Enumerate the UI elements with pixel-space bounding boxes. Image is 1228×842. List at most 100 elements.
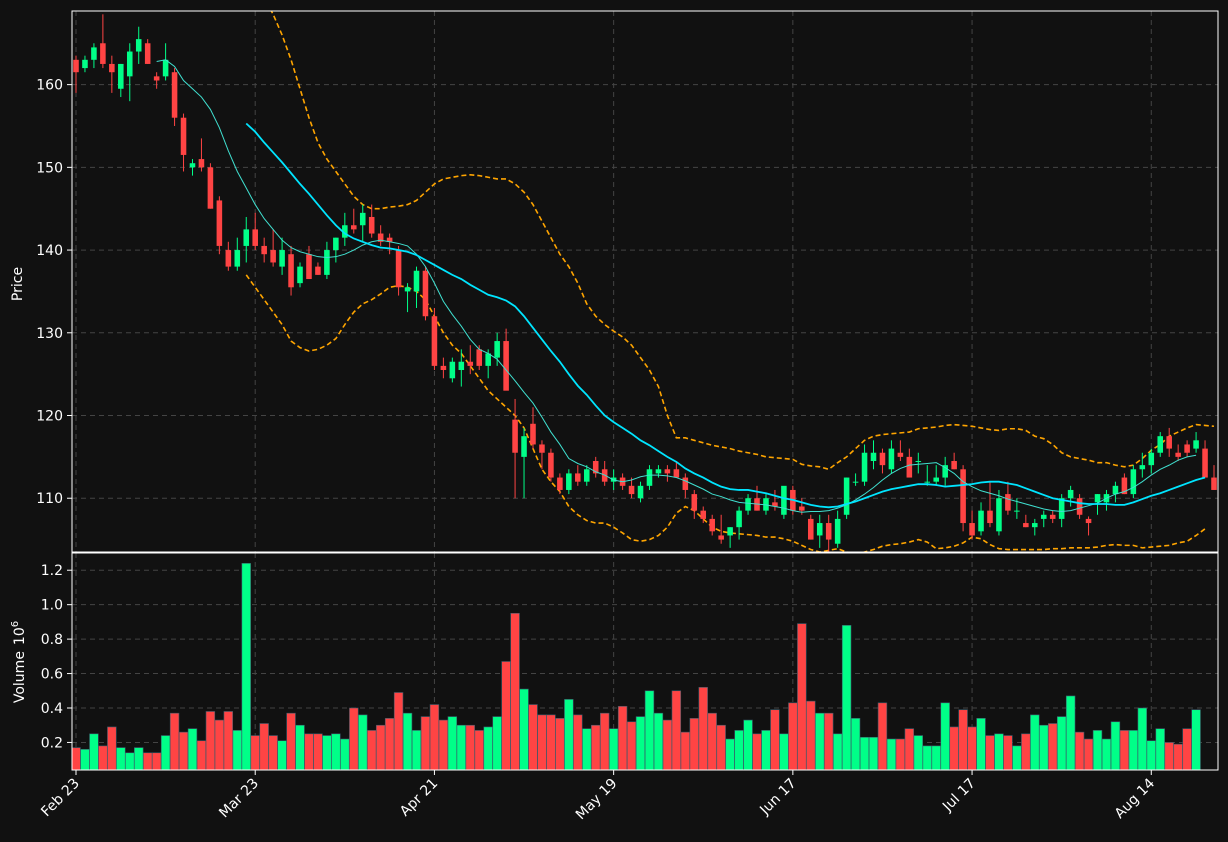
- candle-body: [368, 216, 375, 234]
- volume-tick-label: 0.6: [41, 667, 63, 683]
- candle-body: [736, 510, 742, 528]
- candle-body: [225, 250, 232, 267]
- candle-body: [449, 361, 456, 379]
- volume-bar: [241, 563, 251, 770]
- candle-body: [512, 419, 518, 453]
- candle-body: [879, 452, 886, 466]
- volume-bar: [859, 736, 870, 770]
- candle-body: [270, 250, 276, 263]
- candle-body: [852, 481, 859, 483]
- volume-bar: [116, 747, 126, 770]
- volume-bar: [169, 712, 180, 770]
- volume-bar: [1164, 742, 1174, 770]
- candle-body: [807, 518, 814, 540]
- candle-body: [1184, 444, 1190, 453]
- candle-body: [431, 316, 438, 366]
- candle-body: [548, 452, 554, 478]
- volume-bar: [1173, 743, 1183, 770]
- volume-bar: [806, 700, 816, 770]
- volume-bar: [142, 752, 153, 770]
- volume-bar: [196, 740, 207, 770]
- volume-frame: [71, 552, 1219, 771]
- candle-body: [566, 473, 572, 490]
- volume-tick-label: 1.2: [41, 563, 63, 579]
- volume-bar: [393, 692, 404, 770]
- candle-body: [575, 473, 581, 482]
- volume-bar: [72, 747, 81, 770]
- candle-body: [126, 51, 133, 77]
- volume-bar: [976, 718, 986, 770]
- candle-body: [458, 361, 465, 371]
- candle-body: [843, 477, 850, 515]
- candle-body: [727, 527, 733, 536]
- volume-bar: [98, 745, 108, 770]
- volume-bar: [483, 726, 493, 770]
- candle-body: [1076, 498, 1083, 515]
- candle-body: [1058, 498, 1065, 519]
- candle-body: [1067, 489, 1074, 499]
- candle-body: [422, 270, 429, 317]
- volume-axis-label-text: Volume: [12, 651, 28, 703]
- volume-bar: [913, 735, 923, 770]
- volume-bar: [80, 749, 90, 770]
- volume-bar: [528, 704, 538, 770]
- volume-bars: [72, 563, 1201, 770]
- volume-bar: [734, 730, 744, 770]
- candle-body: [503, 341, 509, 391]
- candle-body: [440, 365, 447, 371]
- candle-body: [476, 349, 483, 366]
- volume-bar: [591, 724, 601, 770]
- candle-body: [395, 250, 402, 288]
- candle-body: [1202, 448, 1208, 478]
- price-frame: [71, 10, 1219, 553]
- candle-body: [494, 341, 500, 358]
- candle-body: [700, 510, 707, 519]
- volume-axis-label-base: 10: [12, 627, 28, 645]
- volume-bar: [958, 709, 968, 770]
- candle-body: [1112, 485, 1119, 495]
- volume-bar: [1101, 738, 1112, 770]
- volume-bar: [1065, 695, 1076, 770]
- volume-bar: [1182, 728, 1192, 770]
- volume-bar: [1039, 724, 1049, 770]
- price-series: [73, 11, 1217, 552]
- volume-bar: [259, 723, 269, 770]
- candle-body: [234, 250, 241, 267]
- volume-bar: [743, 719, 753, 770]
- volume-tick-label: 0.4: [41, 701, 63, 717]
- upper-band-line: [270, 11, 1215, 471]
- volume-bar: [582, 728, 592, 770]
- candle-body: [252, 229, 258, 246]
- candle-body: [888, 448, 895, 470]
- price-axis-label: Price: [10, 267, 26, 301]
- candle-body: [960, 469, 966, 524]
- candle-body: [1139, 465, 1146, 470]
- volume-bar: [635, 716, 646, 770]
- volume-bar: [797, 623, 807, 770]
- candle-body: [861, 452, 868, 482]
- candle-body: [333, 237, 339, 251]
- volume-bar: [268, 735, 278, 770]
- volume-bar: [779, 733, 789, 770]
- candle-body: [279, 250, 285, 267]
- candle-body: [978, 510, 984, 532]
- volume-tick-label: 1.0: [41, 598, 63, 614]
- volume-bar: [689, 718, 699, 770]
- volume-bar: [940, 702, 950, 770]
- volume-bar: [519, 688, 529, 770]
- volume-bar: [304, 733, 314, 770]
- candle-body: [655, 469, 662, 474]
- candle-body: [153, 76, 160, 81]
- candle-body: [924, 481, 931, 483]
- volume-bar: [438, 719, 449, 770]
- volume-bar: [599, 712, 610, 770]
- price-tick-label: 140: [36, 243, 63, 259]
- volume-bar: [1155, 728, 1165, 770]
- candle-body: [799, 506, 805, 511]
- candle-body: [1166, 436, 1172, 449]
- volume-axis-label-power: 6: [10, 621, 21, 627]
- candle-body: [583, 469, 590, 482]
- candle-body: [485, 353, 491, 366]
- volume-bar: [1119, 730, 1130, 770]
